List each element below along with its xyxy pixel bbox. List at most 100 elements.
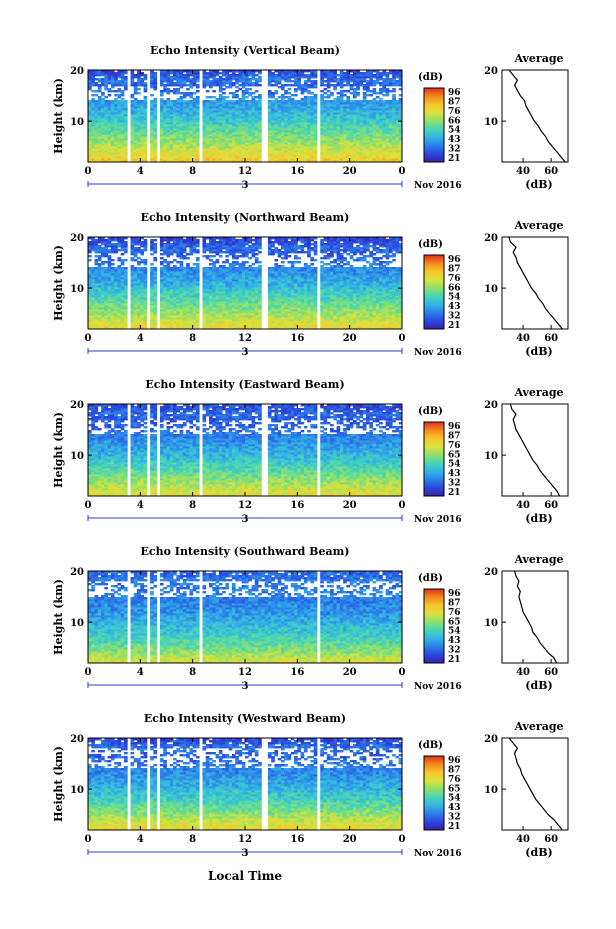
average-frame — [501, 236, 569, 330]
x-tick-label: 8 — [189, 834, 196, 845]
colorbar-tick-label: 87 — [448, 765, 461, 775]
colorbar-tick-label: 87 — [448, 598, 461, 608]
colorbar-tick-label: 21 — [448, 488, 461, 498]
colorbar — [423, 254, 445, 330]
colorbar-tick-label: 54 — [448, 126, 461, 136]
colorbar — [423, 421, 445, 497]
date-month-label: Nov 2016 — [414, 181, 462, 191]
average-frame — [501, 403, 569, 497]
colorbar-tick-label: 43 — [448, 135, 461, 145]
average-x-tick-label: 60 — [544, 834, 558, 845]
colorbar-tick-label: 54 — [448, 293, 461, 303]
y-tick-label: 10 — [70, 618, 84, 629]
average-x-label: (dB) — [525, 178, 552, 191]
x-tick-label: 20 — [343, 166, 357, 177]
date-day-label: 3 — [242, 514, 249, 525]
average-title: Average — [513, 219, 563, 232]
average-frame — [501, 570, 569, 664]
panel-1: Echo Intensity (Vertical Beam) 0 4 8 12 16 20 0… — [52, 44, 569, 191]
x-tick-label: 0 — [399, 333, 406, 344]
x-tick-label: 0 — [85, 333, 92, 344]
x-tick-label: 12 — [238, 166, 252, 177]
x-tick-label: 16 — [290, 333, 304, 344]
colorbar-tick-label: 66 — [448, 283, 461, 293]
panel-5: Echo Intensity (Westward Beam) 0 4 8 12 16 20 0… — [52, 712, 569, 859]
x-tick-label: 8 — [189, 333, 196, 344]
y-axis-label: Height (km) — [52, 579, 65, 655]
average-y-tick-label: 10 — [484, 451, 498, 462]
colorbar-tick-label: 54 — [448, 460, 461, 470]
x-tick-label: 0 — [85, 166, 92, 177]
colorbar-tick-label: 32 — [448, 479, 461, 489]
x-tick-label: 20 — [343, 667, 357, 678]
colorbar-tick-label: 32 — [448, 312, 461, 322]
colorbar-tick-label: 32 — [448, 646, 461, 656]
panel-title: Echo Intensity (Eastward Beam) — [145, 378, 344, 391]
heatmap-cells — [88, 70, 403, 163]
date-day-label: 3 — [242, 681, 249, 692]
x-tick-label: 0 — [85, 834, 92, 845]
colorbar-tick-label: 96 — [448, 255, 461, 265]
average-y-tick-label: 10 — [484, 785, 498, 796]
colorbar-tick-label: 43 — [448, 469, 461, 479]
x-tick-label: 16 — [290, 834, 304, 845]
colorbar-tick-label: 76 — [448, 608, 461, 618]
average-title: Average — [513, 52, 563, 65]
x-tick-label: 0 — [399, 166, 406, 177]
average-profile-line — [509, 403, 561, 497]
panel-3: Echo Intensity (Eastward Beam) 0 4 8 12 16 20 0… — [52, 378, 569, 525]
y-tick-label: 10 — [70, 284, 84, 295]
x-axis-label-local-time: Local Time — [208, 869, 282, 883]
x-tick-label: 8 — [189, 500, 196, 511]
x-tick-label: 8 — [189, 166, 196, 177]
date-month-label: Nov 2016 — [414, 348, 462, 358]
colorbar-tick-label: 76 — [448, 107, 461, 117]
x-tick-label: 4 — [137, 333, 144, 344]
colorbar-unit: (dB) — [418, 239, 443, 250]
colorbar-tick-label: 43 — [448, 803, 461, 813]
colorbar-unit: (dB) — [418, 740, 443, 751]
average-y-tick-label: 20 — [484, 734, 498, 745]
colorbar-tick-label: 43 — [448, 302, 461, 312]
average-frame — [501, 737, 569, 831]
average-x-tick-label: 40 — [516, 333, 530, 344]
x-tick-label: 8 — [189, 667, 196, 678]
average-profile-line — [514, 570, 558, 664]
y-tick-label: 20 — [70, 734, 84, 745]
x-tick-label: 12 — [238, 667, 252, 678]
average-x-tick-label: 60 — [544, 500, 558, 511]
average-profile-line — [508, 737, 563, 831]
average-y-tick-label: 20 — [484, 233, 498, 244]
x-tick-label: 20 — [343, 834, 357, 845]
average-y-tick-label: 20 — [484, 66, 498, 77]
heatmap-cells — [88, 237, 403, 330]
y-tick-label: 10 — [70, 785, 84, 796]
average-x-tick-label: 40 — [516, 834, 530, 845]
colorbar-tick-label: 76 — [448, 775, 461, 785]
date-day-label: 3 — [242, 180, 249, 191]
panel-title: Echo Intensity (Vertical Beam) — [150, 44, 340, 57]
colorbar-unit: (dB) — [418, 573, 443, 584]
y-tick-label: 20 — [70, 400, 84, 411]
y-axis-label: Height (km) — [52, 245, 65, 321]
colorbar-tick-label: 65 — [448, 617, 461, 627]
heatmap-cells — [88, 571, 403, 664]
x-tick-label: 12 — [238, 834, 252, 845]
panel-title: Echo Intensity (Southward Beam) — [141, 545, 350, 558]
average-frame — [501, 69, 569, 163]
colorbar-tick-label: 96 — [448, 756, 461, 766]
colorbar-tick-label: 32 — [448, 813, 461, 823]
x-tick-label: 16 — [290, 667, 304, 678]
average-y-tick-label: 20 — [484, 400, 498, 411]
date-day-label: 3 — [242, 848, 249, 859]
colorbar-tick-label: 21 — [448, 822, 461, 832]
average-title: Average — [513, 720, 563, 733]
average-title: Average — [513, 386, 563, 399]
colorbar-tick-label: 96 — [448, 422, 461, 432]
x-tick-label: 0 — [85, 667, 92, 678]
colorbar — [423, 87, 445, 163]
colorbar-tick-label: 96 — [448, 589, 461, 599]
colorbar-tick-label: 54 — [448, 794, 461, 804]
x-tick-label: 0 — [399, 834, 406, 845]
